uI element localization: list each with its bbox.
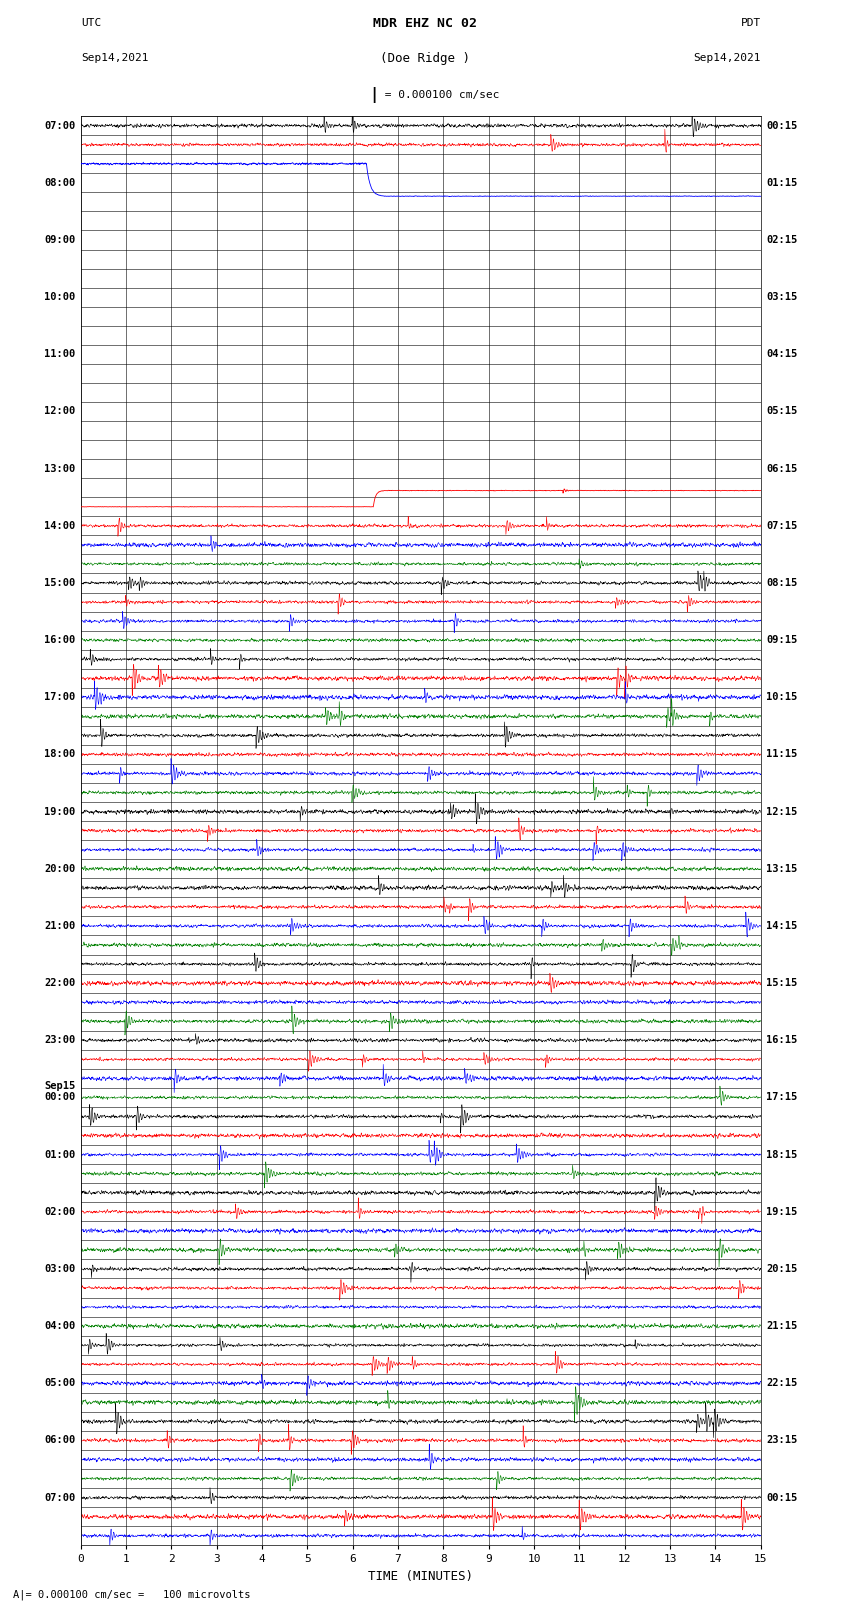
Text: 06:00: 06:00 [44,1436,75,1445]
Text: 21:15: 21:15 [767,1321,797,1331]
Text: 07:00: 07:00 [44,121,75,131]
Text: 04:15: 04:15 [767,350,797,360]
Text: MDR EHZ NC 02: MDR EHZ NC 02 [373,16,477,29]
Text: 06:15: 06:15 [767,463,797,474]
Text: PDT: PDT [740,18,761,27]
Text: 09:00: 09:00 [44,235,75,245]
Text: 04:00: 04:00 [44,1321,75,1331]
Text: 05:15: 05:15 [767,406,797,416]
Text: 19:00: 19:00 [44,806,75,816]
Text: 17:15: 17:15 [767,1092,797,1102]
Text: 18:15: 18:15 [767,1150,797,1160]
Text: 10:15: 10:15 [767,692,797,702]
Text: 00:00: 00:00 [44,1092,75,1102]
Text: 02:00: 02:00 [44,1207,75,1216]
Text: 09:15: 09:15 [767,636,797,645]
Text: 16:15: 16:15 [767,1036,797,1045]
Text: 07:15: 07:15 [767,521,797,531]
Text: (Doe Ridge ): (Doe Ridge ) [380,52,470,65]
Text: 20:15: 20:15 [767,1265,797,1274]
Text: = 0.000100 cm/sec: = 0.000100 cm/sec [378,90,500,100]
Text: 12:00: 12:00 [44,406,75,416]
Text: 13:15: 13:15 [767,865,797,874]
Text: 14:00: 14:00 [44,521,75,531]
Text: 11:15: 11:15 [767,750,797,760]
Text: 13:00: 13:00 [44,463,75,474]
Text: 12:15: 12:15 [767,806,797,816]
Text: 19:15: 19:15 [767,1207,797,1216]
X-axis label: TIME (MINUTES): TIME (MINUTES) [368,1569,473,1582]
Text: 15:15: 15:15 [767,977,797,989]
Text: 00:15: 00:15 [767,121,797,131]
Text: 01:15: 01:15 [767,177,797,187]
Text: 01:00: 01:00 [44,1150,75,1160]
Text: 23:00: 23:00 [44,1036,75,1045]
Text: UTC: UTC [81,18,101,27]
Text: Sep15: Sep15 [44,1081,75,1092]
Text: A|= 0.000100 cm/sec =   100 microvolts: A|= 0.000100 cm/sec = 100 microvolts [13,1589,250,1600]
Text: 10:00: 10:00 [44,292,75,302]
Text: 00:15: 00:15 [767,1492,797,1503]
Text: 16:00: 16:00 [44,636,75,645]
Text: 02:15: 02:15 [767,235,797,245]
Text: 20:00: 20:00 [44,865,75,874]
Text: 22:15: 22:15 [767,1378,797,1389]
Text: 03:00: 03:00 [44,1265,75,1274]
Text: 05:00: 05:00 [44,1378,75,1389]
Text: |: | [370,87,378,103]
Text: 03:15: 03:15 [767,292,797,302]
Text: 08:00: 08:00 [44,177,75,187]
Text: Sep14,2021: Sep14,2021 [81,53,148,63]
Text: Sep14,2021: Sep14,2021 [694,53,761,63]
Text: 15:00: 15:00 [44,577,75,589]
Text: 07:00: 07:00 [44,1492,75,1503]
Text: 22:00: 22:00 [44,977,75,989]
Text: 14:15: 14:15 [767,921,797,931]
Text: 21:00: 21:00 [44,921,75,931]
Text: 17:00: 17:00 [44,692,75,702]
Text: 18:00: 18:00 [44,750,75,760]
Text: 23:15: 23:15 [767,1436,797,1445]
Text: 11:00: 11:00 [44,350,75,360]
Text: 08:15: 08:15 [767,577,797,589]
